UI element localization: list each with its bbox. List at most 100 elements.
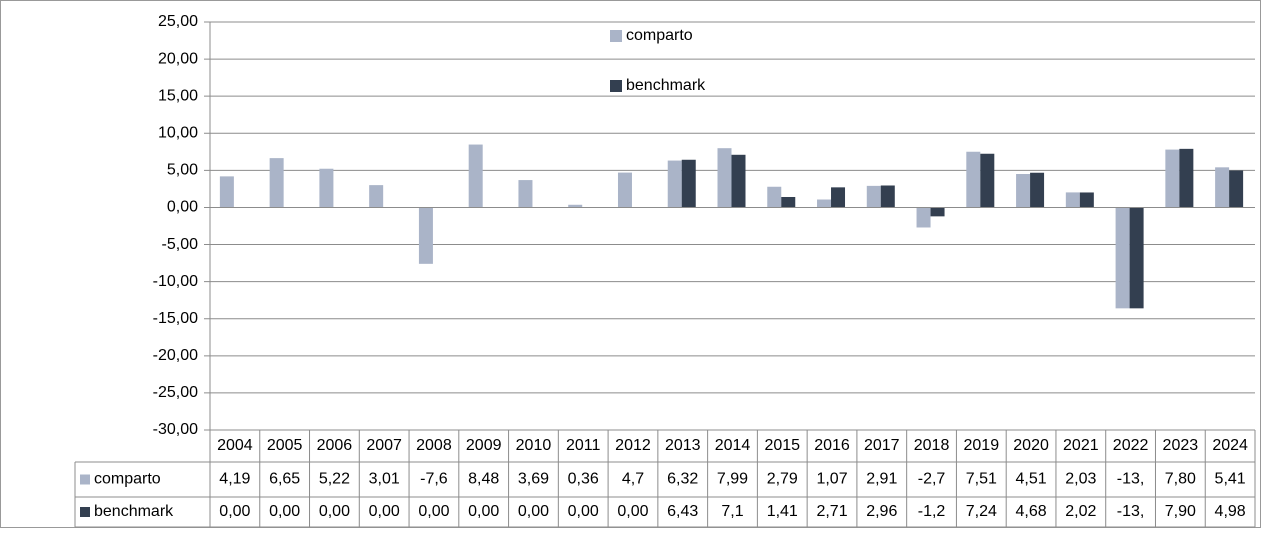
y-tick-label: -10,00 [153, 273, 198, 290]
table-value: 0,00 [468, 503, 499, 520]
bar [930, 207, 945, 217]
table-value: 2,79 [767, 471, 798, 488]
x-tick-label: 2009 [466, 437, 502, 454]
bar [1215, 167, 1230, 208]
table-value: 6,43 [667, 503, 698, 520]
bar [767, 186, 782, 208]
x-tick-label: 2007 [366, 437, 402, 454]
bar [916, 207, 931, 228]
table-row-label: benchmark [94, 503, 174, 520]
bar [1229, 170, 1244, 208]
table-value: 4,19 [219, 471, 250, 488]
table-value: 1,41 [767, 503, 798, 520]
x-tick-label: 2017 [864, 437, 900, 454]
x-tick-label: 2013 [665, 437, 701, 454]
bar [1179, 148, 1194, 208]
bar [980, 153, 995, 208]
table-value: 0,00 [518, 503, 549, 520]
bar [880, 185, 895, 208]
table-value: 0,00 [219, 503, 250, 520]
table-value: 0,00 [269, 503, 300, 520]
bar [966, 151, 981, 208]
x-tick-label: 2010 [516, 437, 552, 454]
table-value: 5,41 [1215, 471, 1246, 488]
table-value: 7,90 [1165, 503, 1196, 520]
table-value: 2,02 [1065, 503, 1096, 520]
table-value: 2,03 [1065, 471, 1096, 488]
x-tick-label: 2020 [1013, 437, 1049, 454]
bar [866, 185, 881, 208]
y-tick-label: 15,00 [158, 87, 198, 104]
x-tick-label: 2011 [566, 437, 601, 454]
table-value: 3,01 [369, 471, 400, 488]
table-value: -13, [1117, 471, 1145, 488]
bar [667, 160, 682, 208]
x-tick-label: 2008 [416, 437, 452, 454]
table-value: -1,2 [918, 503, 946, 520]
x-tick-label: 2005 [267, 437, 303, 454]
table-value: 0,00 [617, 503, 648, 520]
x-tick-label: 2006 [317, 437, 353, 454]
x-tick-label: 2018 [914, 437, 950, 454]
table-value: 7,51 [966, 471, 997, 488]
x-tick-label: 2021 [1063, 437, 1099, 454]
table-value: 7,80 [1165, 471, 1196, 488]
table-value: -13, [1117, 503, 1145, 520]
bar [1165, 149, 1180, 208]
table-value: -2,7 [918, 471, 946, 488]
y-tick-label: 10,00 [158, 124, 198, 141]
bar [1016, 173, 1031, 208]
table-value: 0,00 [319, 503, 350, 520]
legend-key [610, 30, 622, 42]
legend-label: comparto [626, 27, 693, 44]
legend-key [610, 80, 622, 92]
table-value: 7,24 [966, 503, 997, 520]
y-tick-label: -30,00 [153, 421, 198, 438]
y-tick-label: -25,00 [153, 384, 198, 401]
legend-label: benchmark [626, 77, 706, 94]
x-tick-label: 2024 [1212, 437, 1248, 454]
table-value: 6,32 [667, 471, 698, 488]
bar [817, 199, 832, 208]
table-value: 0,00 [418, 503, 449, 520]
table-value: 7,1 [721, 503, 743, 520]
table-value: 4,98 [1215, 503, 1246, 520]
bar [518, 180, 533, 208]
x-tick-label: 2016 [814, 437, 850, 454]
bar [319, 168, 334, 208]
table-value: 8,48 [468, 471, 499, 488]
bar [468, 144, 483, 208]
table-value: 3,69 [518, 471, 549, 488]
bar [781, 196, 796, 208]
y-tick-label: -5,00 [162, 236, 199, 253]
table-row-label: comparto [94, 471, 161, 488]
bar [617, 172, 632, 208]
y-tick-label: -20,00 [153, 347, 198, 364]
table-value: 0,00 [568, 503, 599, 520]
table-value: 7,99 [717, 471, 748, 488]
table-value: 4,68 [1016, 503, 1047, 520]
x-tick-label: 2014 [715, 437, 751, 454]
bar [568, 204, 583, 208]
bar [1030, 172, 1045, 208]
y-tick-label: 20,00 [158, 50, 198, 67]
x-tick-label: 2023 [1163, 437, 1199, 454]
bar [1065, 192, 1080, 208]
bar [369, 185, 384, 208]
table-legend-key [80, 474, 90, 485]
bar [1129, 207, 1144, 309]
bar [269, 158, 284, 208]
bar [717, 148, 732, 208]
table-value: 2,91 [866, 471, 897, 488]
bar [1079, 192, 1094, 208]
bar [731, 154, 746, 208]
table-legend-key [80, 507, 90, 517]
bar [219, 176, 234, 208]
table-value: 0,36 [568, 471, 599, 488]
table-value: 1,07 [816, 471, 847, 488]
y-tick-label: 25,00 [158, 13, 198, 30]
bar [1115, 207, 1130, 309]
table-value: -7,6 [420, 471, 448, 488]
y-tick-label: 5,00 [167, 162, 198, 179]
table-value: 0,00 [369, 503, 400, 520]
